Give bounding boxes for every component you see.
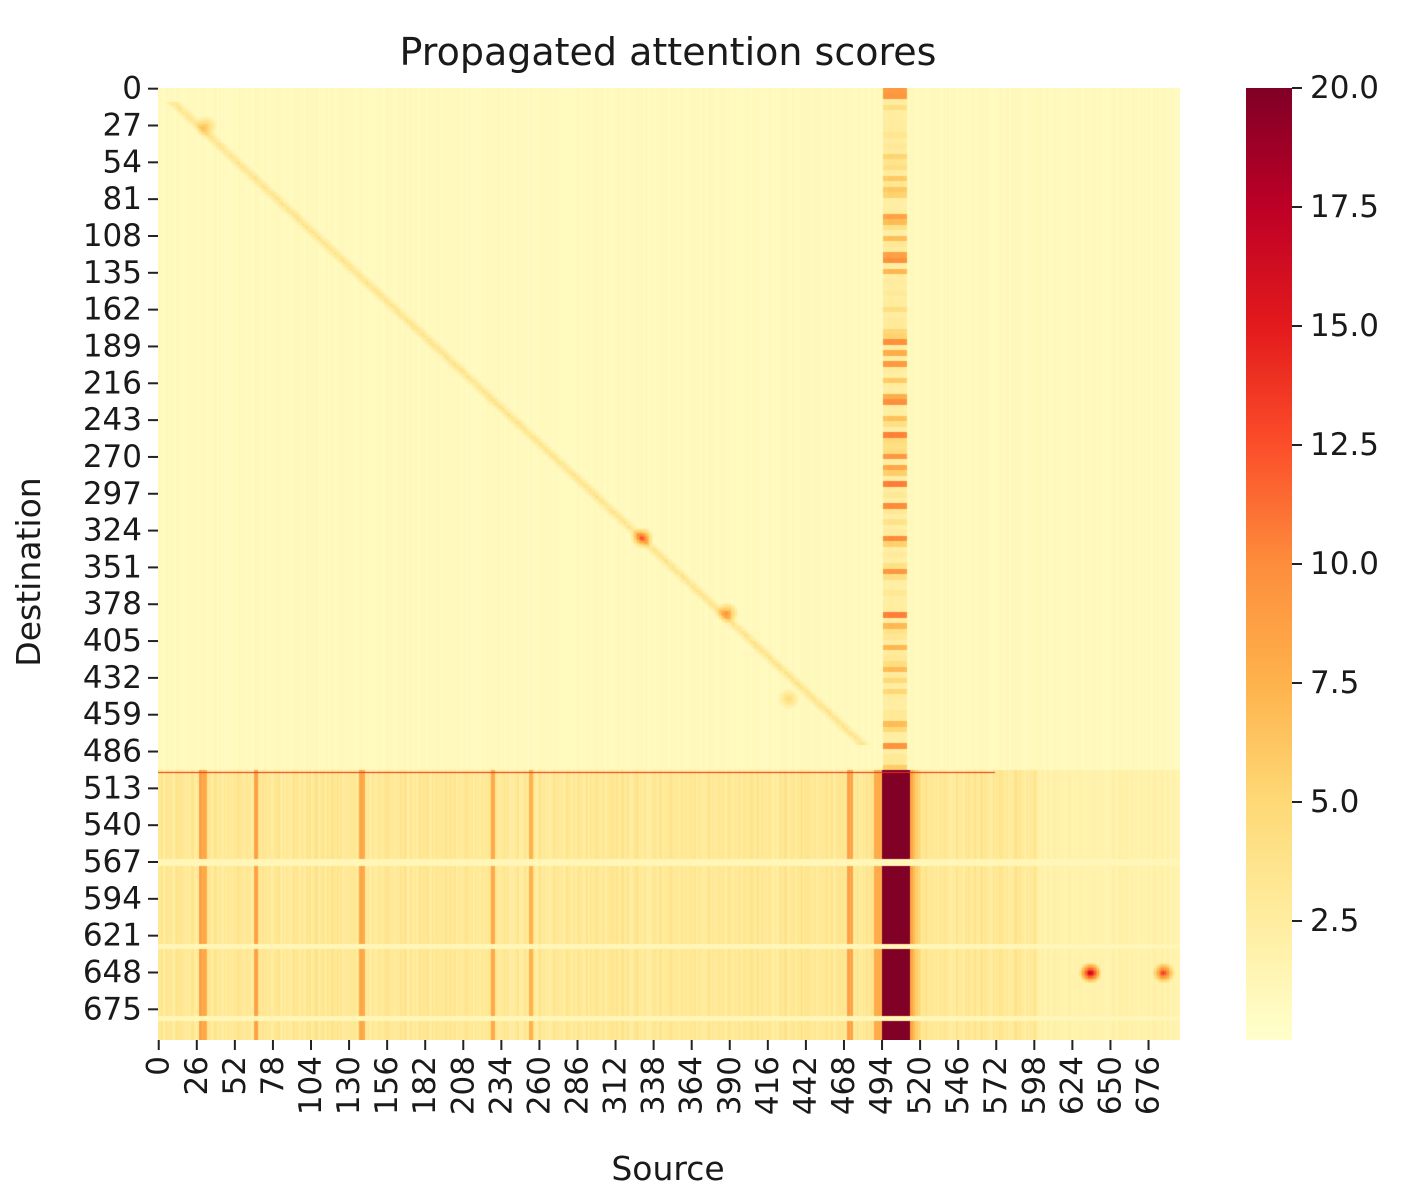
- y-tick-label: 540: [83, 807, 142, 843]
- y-tick-label: 54: [103, 144, 142, 180]
- x-tick-label: 390: [712, 1056, 748, 1115]
- x-tick-label: 676: [1131, 1056, 1167, 1115]
- x-tick-label: 468: [826, 1056, 862, 1115]
- x-tick-label: 26: [179, 1056, 215, 1095]
- y-tick-label: 513: [83, 770, 142, 806]
- heatmap-cells: [158, 88, 1180, 1040]
- y-tick-label: 405: [83, 623, 142, 659]
- x-tick-label: 598: [1016, 1056, 1052, 1115]
- y-tick-label: 486: [83, 734, 142, 770]
- x-tick-label: 364: [674, 1056, 710, 1115]
- x-tick-label: 234: [483, 1056, 519, 1115]
- x-axis-label: Source: [611, 1149, 724, 1188]
- x-tick-label: 182: [407, 1056, 443, 1115]
- y-tick-label: 162: [83, 292, 142, 328]
- colorbar-tick-label: 17.5: [1310, 189, 1379, 225]
- y-tick-label: 567: [83, 844, 142, 880]
- x-tick-label: 442: [788, 1056, 824, 1115]
- x-tick-label: 650: [1092, 1056, 1128, 1115]
- heatmap-plot-area: [158, 88, 1180, 1040]
- y-tick-label: 297: [83, 476, 142, 512]
- x-tick-label: 546: [940, 1056, 976, 1115]
- x-tick-label: 338: [636, 1056, 672, 1115]
- chart-title: Propagated attention scores: [400, 30, 937, 74]
- y-tick-label: 351: [83, 549, 142, 585]
- x-tick-label: 520: [902, 1056, 938, 1115]
- x-tick-label: 624: [1054, 1056, 1090, 1115]
- colorbar-tick-label: 12.5: [1310, 427, 1379, 463]
- x-tick-label: 104: [293, 1056, 329, 1115]
- colorbar-tick-label: 20.0: [1310, 70, 1379, 106]
- y-tick-label: 378: [83, 586, 142, 622]
- x-tick-label: 208: [445, 1056, 481, 1115]
- colorbar-tick-label: 10.0: [1310, 546, 1379, 582]
- x-tick-label: 572: [978, 1056, 1014, 1115]
- y-tick-label: 324: [83, 513, 142, 549]
- y-axis-label: Destination: [9, 477, 48, 666]
- x-tick-label: 52: [217, 1056, 253, 1095]
- y-tick-label: 216: [83, 365, 142, 401]
- colorbar-tick-label: 7.5: [1310, 665, 1359, 701]
- y-tick-label: 135: [83, 255, 142, 291]
- colorbar-tick-label: 15.0: [1310, 308, 1379, 344]
- x-tick-label: 78: [255, 1056, 291, 1095]
- x-tick-label: 260: [521, 1056, 557, 1115]
- x-tick-label: 0: [141, 1056, 177, 1076]
- y-tick-label: 0: [122, 71, 142, 107]
- y-tick-label: 189: [83, 328, 142, 364]
- y-tick-label: 621: [83, 918, 142, 954]
- colorbar-ticks: 2.5 5.0 7.5 10.0 12.5 15.0 17.5 20.0: [1292, 70, 1379, 939]
- colorbar: [1246, 88, 1292, 1040]
- y-tick-label: 459: [83, 697, 142, 733]
- y-tick-label: 81: [103, 181, 142, 217]
- y-tick-label: 594: [83, 881, 142, 917]
- y-tick-label: 27: [103, 108, 142, 144]
- x-tick-label: 156: [369, 1056, 405, 1115]
- y-tick-label: 270: [83, 439, 142, 475]
- x-tick-label: 416: [750, 1056, 786, 1115]
- x-tick-label: 312: [598, 1056, 634, 1115]
- x-tick-label: 130: [331, 1056, 367, 1115]
- y-tick-label: 675: [83, 991, 142, 1027]
- colorbar-tick-label: 5.0: [1310, 784, 1359, 820]
- x-tick-label: 286: [559, 1056, 595, 1115]
- x-tick-label: 494: [864, 1056, 900, 1115]
- y-axis-ticks: 0275481108135162189216243270297324351378…: [83, 71, 158, 1027]
- colorbar-tick-label: 2.5: [1310, 903, 1359, 939]
- y-tick-label: 648: [83, 954, 142, 990]
- y-tick-label: 243: [83, 402, 142, 438]
- x-axis-ticks: 0 26 52 78 104 130 156 182 208 234 260 286 312 338 364…: [141, 1040, 1167, 1115]
- y-tick-label: 108: [83, 218, 142, 254]
- y-tick-label: 432: [83, 660, 142, 696]
